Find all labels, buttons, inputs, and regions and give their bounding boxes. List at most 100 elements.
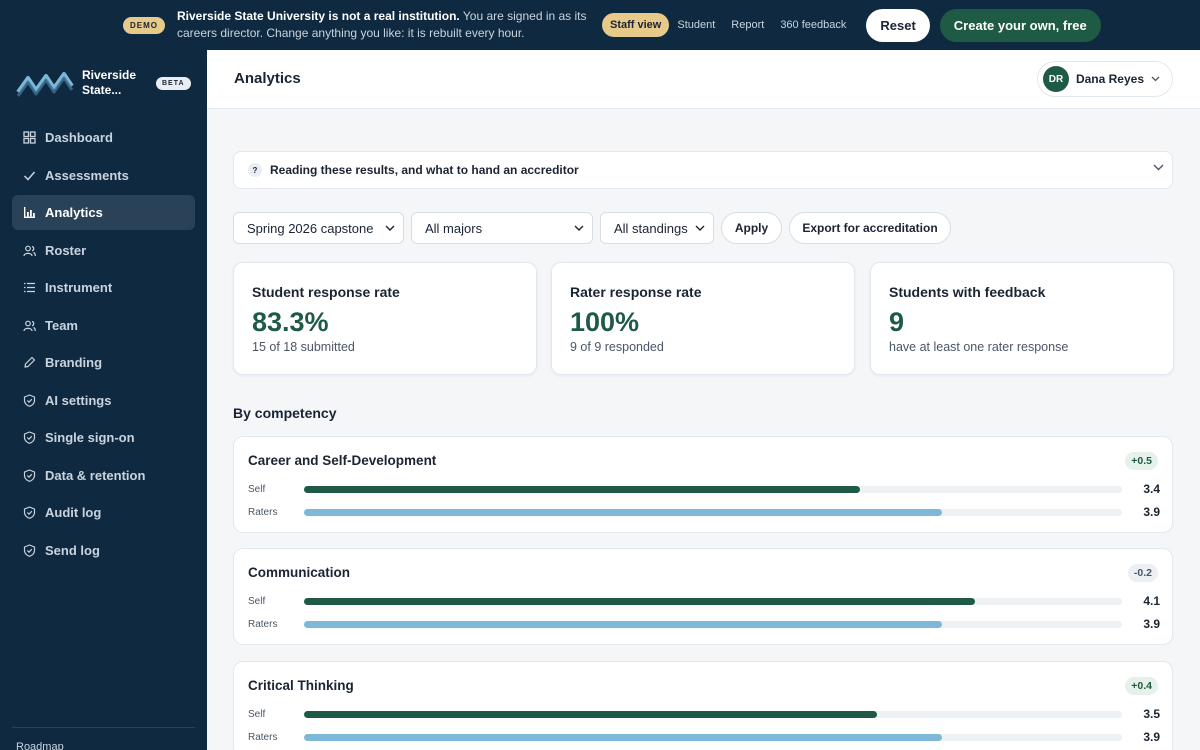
sidebar-item-ai-settings[interactable]: AI settings xyxy=(12,383,195,418)
avatar: DR xyxy=(1042,66,1069,92)
sidebar-item-single-sign-on[interactable]: Single sign-on xyxy=(12,420,195,455)
sidebar-item-analytics[interactable]: Analytics xyxy=(12,195,195,230)
sidebar-item-data-retention[interactable]: Data & retention xyxy=(12,458,195,493)
chevron-down-icon xyxy=(695,225,705,231)
export-accreditation-button[interactable]: Export for accreditation xyxy=(789,212,951,244)
apply-button[interactable]: Apply xyxy=(721,212,782,244)
bar-row-raters: Raters 3.9 xyxy=(248,730,1160,744)
stat-card-student-response: Student response rate 83.3% 15 of 18 sub… xyxy=(233,262,537,375)
sidebar-item-team[interactable]: Team xyxy=(12,308,195,343)
stat-label: Student response rate xyxy=(252,284,400,300)
bar-track xyxy=(304,733,1122,741)
sidebar-item-label: Single sign-on xyxy=(45,430,135,445)
bar-fill-raters xyxy=(304,620,943,628)
bar-label: Self xyxy=(248,595,266,607)
bar-row-self: Self 4.1 xyxy=(248,594,1160,608)
bar-label: Raters xyxy=(248,731,278,743)
page-title: Analytics xyxy=(234,70,301,87)
view-staff[interactable]: Staff view xyxy=(602,13,670,37)
page-header: Analytics DR Dana Reyes xyxy=(207,50,1200,109)
bar-value: 3.5 xyxy=(1143,707,1160,721)
sidebar-item-audit-log[interactable]: Audit log xyxy=(12,495,195,530)
sidebar-item-label: Roster xyxy=(45,242,87,258)
sidebar-item-label: Data & retention xyxy=(45,467,146,483)
sidebar-item-label: Dashboard xyxy=(45,130,113,145)
competency-name: Communication xyxy=(248,565,351,580)
delta-badge: +0.4 xyxy=(1125,677,1158,695)
bar-value: 4.1 xyxy=(1143,594,1160,608)
bar-value: 3.9 xyxy=(1143,505,1160,519)
bar-row-raters: Raters 3.9 xyxy=(248,617,1160,631)
stat-label: Rater response rate xyxy=(570,284,702,300)
bar-track xyxy=(304,597,1122,605)
bar-row-self: Self 3.5 xyxy=(248,707,1160,721)
bar-track xyxy=(304,485,1122,493)
bar-fill-raters xyxy=(304,733,943,741)
team-icon xyxy=(22,318,36,332)
sidebar-divider xyxy=(12,727,195,728)
check-icon xyxy=(22,168,36,182)
demo-badge: DEMO xyxy=(123,16,165,34)
competency-card: Career and Self-Development +0.5 Self 3.… xyxy=(233,436,1173,533)
standing-select-value: All standings xyxy=(614,220,688,236)
standing-select[interactable]: All standings xyxy=(600,212,714,244)
sidebar-item-label: Instrument xyxy=(45,280,113,295)
sidebar-item-instrument[interactable]: Instrument xyxy=(12,270,195,305)
bar-value: 3.9 xyxy=(1143,617,1160,631)
term-select[interactable]: Spring 2026 capstone xyxy=(233,212,404,244)
bar-fill-self xyxy=(304,710,877,718)
sidebar-item-send-log[interactable]: Send log xyxy=(12,533,195,568)
user-menu[interactable]: DR Dana Reyes xyxy=(1036,61,1173,97)
sidebar-item-label: AI settings xyxy=(45,392,112,408)
view-student[interactable]: Student xyxy=(677,19,716,31)
sidebar: Riverside State... BETA Dashboard Assess… xyxy=(0,50,207,750)
question-icon: ? xyxy=(248,163,262,177)
stat-card-students-with-feedback: Students with feedback 9 have at least o… xyxy=(870,262,1174,375)
view-switcher: Staff view Student Report 360 feedback xyxy=(602,13,854,37)
brand[interactable]: Riverside State... BETA xyxy=(16,68,196,98)
sidebar-nav: Dashboard Assessments Analytics Roster I… xyxy=(12,120,195,570)
sidebar-item-label: Assessments xyxy=(45,167,129,183)
chevron-down-icon xyxy=(1151,76,1160,82)
stat-subtext: 15 of 18 submitted xyxy=(252,340,355,354)
roadmap-link[interactable]: Roadmap xyxy=(16,741,64,750)
competency-name: Career and Self-Development xyxy=(248,453,437,468)
sidebar-item-roster[interactable]: Roster xyxy=(12,233,195,268)
delta-badge: -0.2 xyxy=(1127,564,1158,582)
create-your-own-button[interactable]: Create your own, free xyxy=(939,8,1101,42)
bar-fill-self xyxy=(304,485,861,493)
help-accordion-label: Reading these results, and what to hand … xyxy=(270,163,579,177)
sidebar-item-branding[interactable]: Branding xyxy=(12,345,195,380)
demo-banner: DEMO Riverside State University is not a… xyxy=(0,0,1200,50)
bar-value: 3.9 xyxy=(1143,730,1160,744)
sidebar-item-assessments[interactable]: Assessments xyxy=(12,158,195,193)
bar-value: 3.4 xyxy=(1143,482,1160,496)
bar-label: Self xyxy=(248,483,266,495)
stat-subtext: 9 of 9 responded xyxy=(570,340,664,354)
major-select[interactable]: All majors xyxy=(411,212,593,244)
bar-row-self: Self 3.4 xyxy=(248,482,1160,496)
sidebar-item-label: Analytics xyxy=(45,205,103,220)
chevron-down-icon xyxy=(1153,164,1164,171)
user-name: Dana Reyes xyxy=(1075,72,1144,86)
grid-icon xyxy=(22,131,36,145)
competency-card: Communication -0.2 Self 4.1 Raters 3.9 xyxy=(233,548,1173,645)
view-360-feedback[interactable]: 360 feedback xyxy=(780,19,847,31)
term-select-value: Spring 2026 capstone xyxy=(247,220,374,236)
brush-icon xyxy=(22,356,36,370)
sidebar-item-label: Audit log xyxy=(45,505,102,520)
bar-fill-self xyxy=(304,597,975,605)
view-report[interactable]: Report xyxy=(731,19,765,31)
brand-logo-icon xyxy=(16,72,74,97)
major-select-value: All majors xyxy=(425,220,483,236)
list-icon xyxy=(22,281,36,295)
help-accordion[interactable]: ? Reading these results, and what to han… xyxy=(233,151,1173,189)
sidebar-item-label: Branding xyxy=(45,355,103,370)
reset-button[interactable]: Reset xyxy=(866,8,930,42)
sidebar-item-dashboard[interactable]: Dashboard xyxy=(12,120,195,155)
chevron-down-icon xyxy=(574,225,584,231)
shield-icon xyxy=(22,468,36,482)
users-icon xyxy=(22,243,36,257)
stat-subtext: have at least one rater response xyxy=(889,340,1069,354)
sidebar-item-label: Team xyxy=(45,317,78,333)
